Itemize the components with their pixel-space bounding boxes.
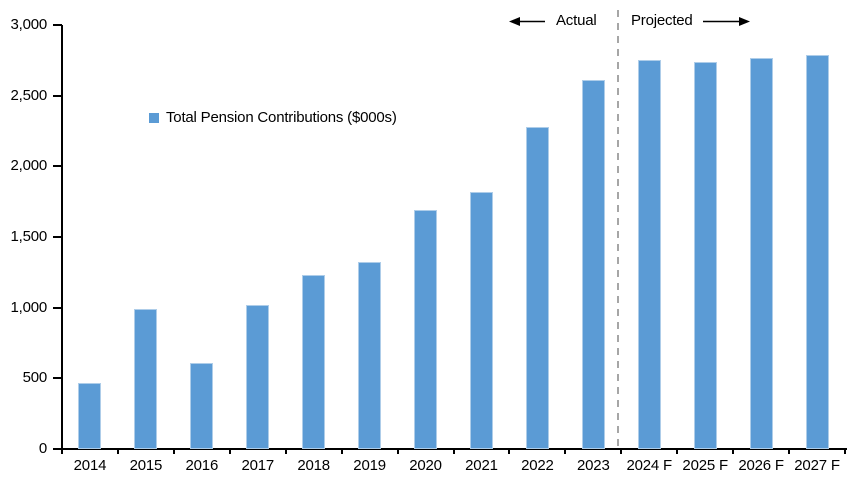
x-tick-mark — [284, 449, 287, 454]
right-arrow-icon — [703, 17, 750, 26]
y-tick-label-1500: 1,500 — [10, 228, 47, 245]
legend-swatch-icon — [149, 113, 159, 123]
x-tick-mark — [732, 449, 735, 454]
x-tick-mark — [676, 449, 679, 454]
y-tick-mark — [53, 94, 62, 97]
x-tick-mark — [508, 449, 511, 454]
bar-2020 — [414, 210, 438, 449]
bar-2017 — [246, 305, 270, 449]
x-tick-mark — [61, 449, 63, 454]
x-tick-mark — [844, 449, 846, 454]
x-tick-label-2026-F: 2026 F — [738, 457, 784, 474]
y-tick-label-3000: 3,000 — [10, 16, 47, 33]
y-tick-label-1000: 1,000 — [10, 298, 47, 316]
x-tick-label-2021: 2021 — [465, 457, 498, 474]
x-tick-label-2016: 2016 — [185, 457, 219, 474]
y-tick-mark — [53, 24, 62, 26]
y-tick-mark — [53, 377, 62, 380]
bar-2019 — [358, 262, 382, 449]
x-tick-label-2020: 2020 — [409, 457, 442, 474]
legend-label: Total Pension Contributions ($000s) — [166, 109, 397, 126]
x-tick-mark — [228, 449, 231, 454]
bar-2014 — [78, 383, 102, 449]
y-tick-mark — [53, 306, 62, 309]
y-tick-mark — [53, 236, 62, 238]
x-tick-label-2017: 2017 — [241, 457, 275, 474]
x-tick-mark — [340, 449, 343, 454]
x-tick-label-2019: 2019 — [353, 457, 386, 474]
x-tick-mark — [620, 449, 623, 454]
bar-2015 — [134, 309, 158, 449]
bar-2024-F — [637, 60, 661, 449]
x-tick-label-2023: 2023 — [577, 457, 610, 474]
y-tick-label-2000: 2,000 — [10, 157, 47, 175]
y-tick-label-500: 500 — [22, 369, 48, 387]
x-tick-label-2014: 2014 — [73, 457, 107, 474]
x-tick-label-2018: 2018 — [297, 457, 330, 474]
x-tick-mark — [452, 449, 455, 454]
bar-2016 — [190, 363, 214, 449]
x-tick-mark — [788, 449, 791, 454]
actual-section-label: Actual — [556, 12, 597, 29]
bar-2025-F — [693, 62, 717, 449]
x-tick-label-2015: 2015 — [129, 457, 163, 474]
left-arrow-icon — [509, 17, 545, 26]
x-tick-mark — [396, 449, 399, 454]
x-tick-mark — [116, 449, 119, 454]
y-tick-mark — [53, 165, 62, 168]
x-tick-label-2025-F: 2025 F — [682, 457, 728, 474]
bar-2023 — [581, 80, 605, 449]
projected-section-label: Projected — [631, 12, 693, 29]
x-tick-mark — [564, 449, 567, 454]
actual-projected-divider-line — [617, 10, 619, 449]
y-tick-label-0: 0 — [38, 440, 47, 457]
x-tick-mark — [172, 449, 175, 454]
legend: Total Pension Contributions ($000s) — [149, 109, 397, 127]
y-tick-label-2500: 2,500 — [10, 86, 47, 104]
x-tick-label-2027-F: 2027 F — [794, 457, 840, 474]
bar-2027-F — [805, 55, 829, 449]
bar-2021 — [469, 192, 493, 449]
y-axis-line — [61, 25, 63, 450]
bar-2018 — [302, 275, 326, 449]
bar-2022 — [525, 127, 549, 449]
x-tick-label-2024-F: 2024 F — [626, 457, 673, 474]
y-tick-mark — [53, 448, 62, 450]
bar-2026-F — [749, 58, 773, 449]
x-tick-label-2022: 2022 — [521, 457, 554, 474]
